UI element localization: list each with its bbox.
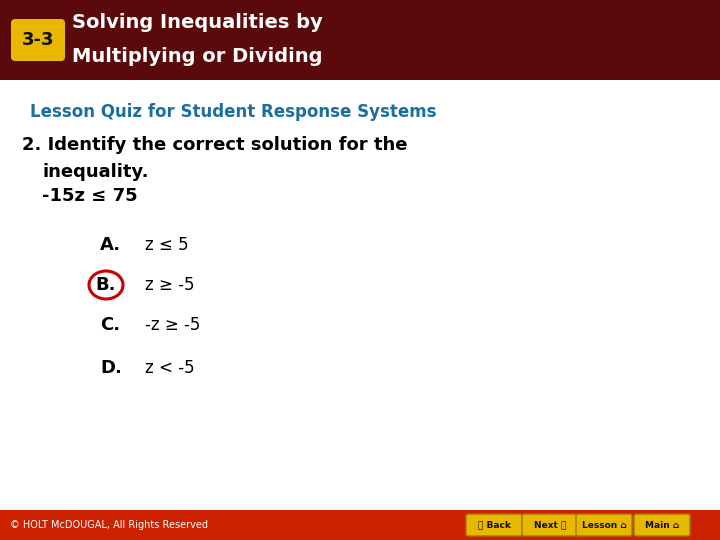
Text: Solving Inequalities by: Solving Inequalities by — [72, 12, 323, 31]
Text: Lesson Quiz for Student Response Systems: Lesson Quiz for Student Response Systems — [30, 103, 436, 121]
Text: © HOLT McDOUGAL, All Rights Reserved: © HOLT McDOUGAL, All Rights Reserved — [10, 520, 208, 530]
Text: -z ≥ -5: -z ≥ -5 — [145, 316, 200, 334]
Text: A.: A. — [100, 236, 121, 254]
Text: 3-3: 3-3 — [22, 31, 54, 49]
FancyBboxPatch shape — [0, 0, 720, 80]
Text: Lesson ⌂: Lesson ⌂ — [582, 521, 626, 530]
Text: B.: B. — [96, 276, 116, 294]
Text: z < -5: z < -5 — [145, 359, 194, 377]
Text: D.: D. — [100, 359, 122, 377]
FancyBboxPatch shape — [466, 514, 522, 536]
Text: Main ⌂: Main ⌂ — [645, 521, 679, 530]
FancyBboxPatch shape — [522, 514, 578, 536]
Text: z ≥ -5: z ≥ -5 — [145, 276, 194, 294]
Text: Multiplying or Dividing: Multiplying or Dividing — [72, 46, 323, 65]
Text: Next 〉: Next 〉 — [534, 521, 566, 530]
Text: 〈 Back: 〈 Back — [477, 521, 510, 530]
FancyBboxPatch shape — [576, 514, 632, 536]
Text: inequality.: inequality. — [42, 163, 148, 181]
Text: z ≤ 5: z ≤ 5 — [145, 236, 189, 254]
FancyBboxPatch shape — [634, 514, 690, 536]
FancyBboxPatch shape — [11, 19, 65, 61]
Text: 2. Identify the correct solution for the: 2. Identify the correct solution for the — [22, 136, 408, 154]
Text: C.: C. — [100, 316, 120, 334]
Text: -15z ≤ 75: -15z ≤ 75 — [42, 187, 138, 205]
FancyBboxPatch shape — [0, 510, 720, 540]
